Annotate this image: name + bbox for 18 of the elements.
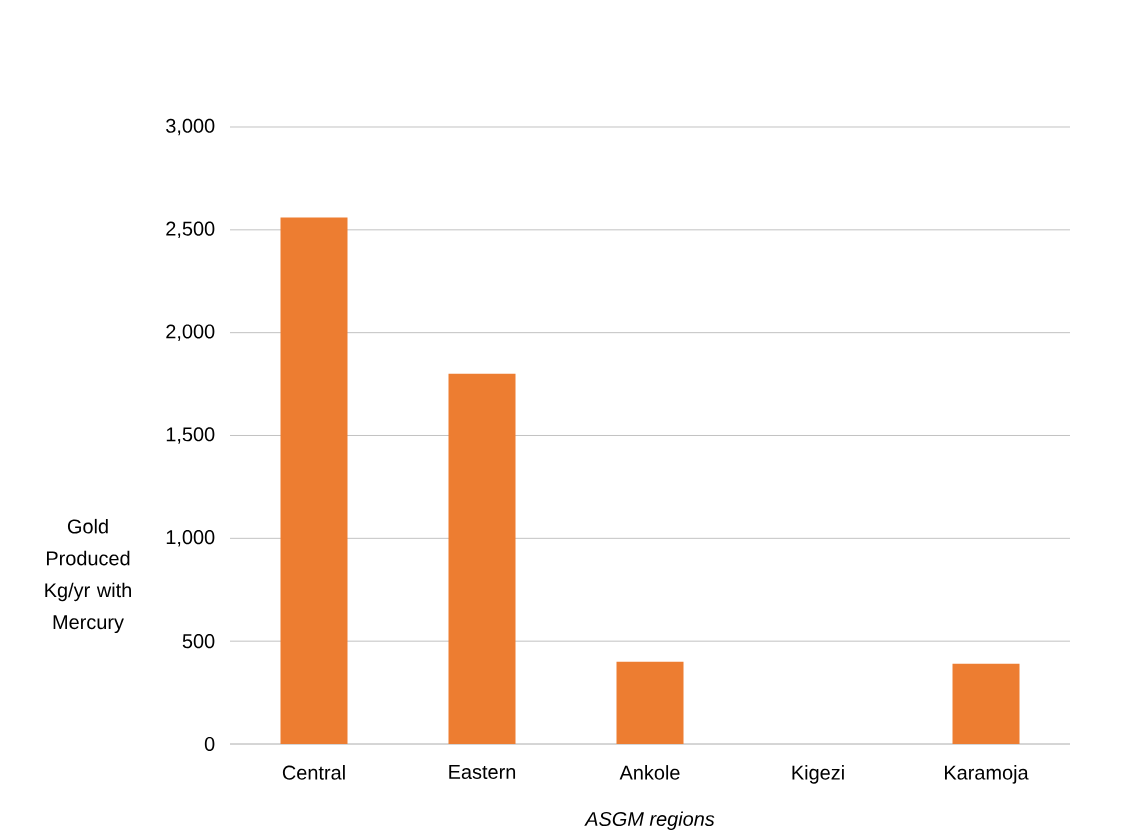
bar (952, 663, 1020, 744)
bar (448, 373, 516, 744)
y-tick-label: 2,000 (166, 324, 215, 341)
x-tick-label: Ankole (619, 765, 680, 780)
y-tick-label: 1,000 (166, 530, 215, 547)
bar (280, 217, 348, 744)
y-tick-label: 1,500 (166, 427, 215, 444)
x-tick-label: Karamoja (945, 765, 1029, 784)
x-tick-label: Kigezi (792, 765, 844, 784)
y-tick-label: 0 (204, 736, 215, 752)
bar (616, 661, 684, 744)
x-tick-label: Central (282, 765, 345, 780)
y-tick-label: 3,000 (166, 118, 215, 136)
x-tick-label: Eastern (449, 765, 516, 779)
y-tick-label: 2,500 (166, 221, 215, 239)
y-axis-title: Gold Produced Kg/yr with Mercury (45, 518, 131, 634)
y-tick-label: 500 (182, 634, 215, 649)
x-axis-title: ASGM regions (584, 811, 715, 830)
